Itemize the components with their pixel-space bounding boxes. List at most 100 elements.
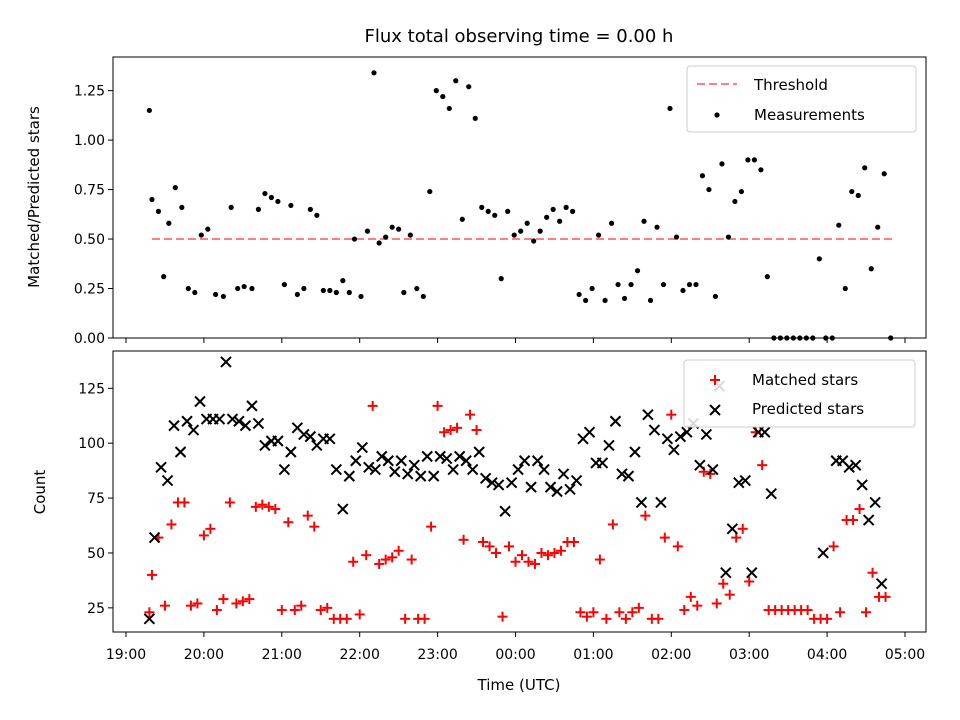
predicted-star-point — [213, 413, 226, 425]
predicted-star-point — [707, 463, 719, 476]
measurement-point — [371, 70, 377, 76]
predicted-star-point — [304, 430, 317, 443]
x-tick-label: 04:00 — [807, 647, 847, 663]
matched-star-point — [575, 607, 586, 618]
measurement-points — [146, 70, 894, 341]
matched-star-point — [828, 541, 839, 552]
measurement-point — [396, 226, 402, 232]
matched-star-point — [159, 600, 170, 611]
predicted-star-point — [681, 426, 693, 438]
matched-star-point — [198, 530, 209, 541]
predicted-star-point — [285, 446, 297, 458]
measurement-point — [634, 268, 641, 274]
matched-star-point — [685, 591, 696, 602]
measurement-point — [745, 157, 751, 163]
matched-star-point — [491, 547, 502, 558]
measurement-point — [615, 281, 621, 288]
matched-star-point — [465, 409, 476, 420]
predicted-star-point — [642, 408, 654, 421]
bottom-y-axis-label: Count — [31, 470, 49, 515]
matched-star-point — [581, 611, 592, 622]
measurement-point — [479, 204, 485, 210]
predicted-star-point — [564, 483, 576, 496]
predicted-star-point — [648, 424, 661, 436]
measurement-point — [453, 78, 459, 84]
predicted-star-point — [557, 468, 570, 480]
matched-star-point — [861, 607, 872, 618]
predicted-star-point — [544, 481, 557, 493]
predicted-star-point — [226, 413, 239, 425]
matched-star-point — [367, 400, 378, 411]
x-tick-label: 02:00 — [651, 647, 691, 663]
predicted-star-point — [220, 356, 232, 368]
measurement-point — [628, 281, 634, 288]
predicted-star-point — [427, 470, 440, 482]
measurement-point — [693, 281, 699, 288]
measurement-point — [262, 190, 268, 197]
predicted-star-point — [720, 567, 732, 579]
measurement-point — [732, 198, 738, 205]
x-tick-label: 23:00 — [417, 647, 457, 663]
measurement-point — [241, 283, 247, 290]
measurement-point — [407, 232, 413, 238]
matched-star-point — [302, 510, 313, 521]
measurement-point — [192, 289, 198, 296]
predicted-star-point — [694, 459, 706, 471]
measurement-point — [862, 165, 868, 171]
predicted-star-point — [415, 470, 427, 482]
predicted-star-point — [389, 466, 401, 478]
predicted-star-point — [408, 459, 420, 471]
matched-star-point — [315, 605, 326, 616]
top-y-axis-label: Matched/Predicted stars — [25, 106, 43, 288]
predicted-star-point — [817, 547, 829, 559]
bottom-y-tick-label: 25 — [87, 601, 105, 617]
top-y-tick-label: 0.00 — [74, 331, 105, 347]
measurement-point — [161, 274, 167, 280]
matched-star-point — [757, 460, 768, 471]
predicted-star-point — [862, 514, 875, 526]
measurement-point — [673, 234, 680, 240]
predicted-star-point — [746, 567, 758, 579]
measurement-point — [706, 186, 712, 193]
measurement-point — [307, 206, 313, 212]
matched-star-point — [218, 594, 229, 605]
measurement-point — [875, 224, 881, 230]
measurement-point — [401, 289, 407, 296]
matched-star-point — [224, 497, 235, 508]
measurement-point — [758, 167, 764, 173]
matched-star-point — [601, 613, 612, 624]
predicted-star-point — [161, 474, 174, 487]
predicted-star-point — [356, 441, 369, 454]
bottom-panel: 25 50 75 100 125 19:00 20:00 21:00 22:00 23:00 00… — [31, 350, 927, 694]
predicted-star-point — [369, 463, 381, 476]
matched-star-point — [348, 556, 359, 567]
matched-star-point — [711, 598, 722, 609]
predicted-star-point — [629, 446, 641, 458]
measurement-point — [288, 202, 294, 209]
x-axis-label: Time (UTC) — [477, 676, 561, 694]
matched-star-point — [257, 499, 268, 510]
matched-star-point — [737, 523, 748, 534]
predicted-star-point — [843, 461, 855, 474]
matched-star-point — [237, 596, 248, 607]
measurement-point — [654, 224, 660, 230]
predicted-star-point — [168, 419, 180, 432]
measurement-point — [518, 228, 524, 234]
measurement-point — [576, 291, 582, 298]
predicted-star-point — [531, 455, 544, 467]
x-tick-label: 21:00 — [262, 647, 302, 663]
measurement-point — [764, 274, 770, 280]
measurement-point — [346, 289, 352, 296]
matched-star-point — [179, 497, 190, 508]
measurement-point — [498, 276, 504, 282]
matched-star-point — [542, 550, 553, 561]
predicted-star-point — [668, 444, 680, 456]
measurement-point — [492, 212, 498, 218]
bottom-plot-frame — [112, 350, 927, 633]
measurement-point — [868, 266, 874, 272]
matched-star-point — [802, 605, 813, 616]
predicted-star-point — [635, 496, 648, 509]
measurement-point — [383, 234, 389, 240]
predicted-star-point — [395, 455, 407, 467]
matched-star-point — [387, 552, 398, 563]
